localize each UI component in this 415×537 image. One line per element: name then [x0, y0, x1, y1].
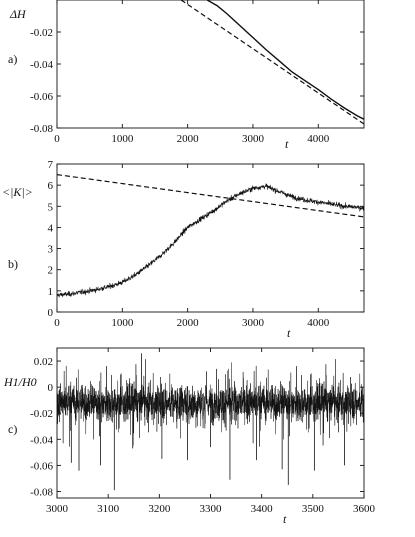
y-tick-label: 6	[48, 180, 54, 192]
y-tick-label: -0.06	[30, 460, 53, 472]
x-tick-label: 3000	[242, 133, 265, 145]
panel-b-ylabel: <|K|>	[2, 185, 33, 199]
y-tick-label: 5	[48, 201, 54, 213]
x-tick-label: 3200	[148, 503, 171, 515]
y-tick-label: 2	[48, 265, 54, 277]
panel-c: 3000 3100 3200 3300 3400 3500 3600 0.02 0 -0.02 -0…	[3, 347, 376, 526]
panel-b-lines	[57, 174, 364, 298]
panel-b-ticks: 0 1000 2000 3000 4000 0 1 2 3 4 5 6 7	[48, 159, 364, 329]
x-tick-label: 3000	[46, 503, 69, 515]
y-tick-label: -0.08	[30, 123, 53, 135]
x-tick-label: 2000	[177, 133, 200, 145]
x-tick-label: 4000	[307, 133, 330, 145]
panel-c-ticks: 3000 3100 3200 3300 3400 3500 3600 0.02 0 -0.02 -0…	[30, 348, 376, 515]
panel-c-ylabel: H1/H0	[3, 375, 37, 389]
noisy-series	[57, 183, 364, 298]
x-tick-label: 3000	[242, 317, 265, 329]
solid-line	[206, 0, 364, 120]
panel-a-label: a)	[8, 52, 17, 66]
x-tick-label: 3500	[302, 503, 325, 515]
dashed-line	[180, 0, 364, 125]
x-tick-label: 1000	[111, 317, 134, 329]
panel-a: 0 1000 2000 3000 4000 -0.02 -0.04 -0.06 -0.08 ΔH…	[8, 0, 365, 151]
x-tick-label: 1000	[111, 133, 134, 145]
x-tick-label: 4000	[307, 317, 330, 329]
panel-b-label: b)	[8, 257, 18, 271]
y-tick-label: 4	[48, 222, 54, 234]
y-tick-label: -0.08	[30, 486, 53, 498]
x-tick-label: 3100	[97, 503, 120, 515]
y-tick-label: 0.02	[34, 356, 53, 368]
x-tick-label: 3400	[251, 503, 274, 515]
panel-c-label: c)	[8, 422, 17, 436]
panel-c-ylabel-text: H1/H0	[3, 375, 37, 389]
panel-c-xlabel: t	[283, 512, 287, 526]
y-tick-label: -0.04	[30, 59, 53, 71]
x-tick-label: 2000	[177, 317, 200, 329]
panel-a-frame	[56, 0, 365, 129]
x-tick-label: 3300	[200, 503, 223, 515]
y-tick-label: -0.02	[30, 27, 53, 39]
panel-c-lines	[57, 353, 364, 491]
panel-b-xlabel: t	[287, 326, 291, 340]
y-tick-label: -0.02	[30, 408, 53, 420]
y-tick-label: 7	[48, 159, 54, 171]
y-tick-label: 1	[48, 286, 54, 298]
x-tick-label: 3600	[353, 503, 376, 515]
panel-a-ticks: 0 1000 2000 3000 4000 -0.02 -0.04 -0.06 -0.08	[30, 0, 364, 145]
panel-a-lines	[180, 0, 364, 125]
y-tick-label: -0.06	[30, 91, 53, 103]
panel-b-frame	[56, 163, 365, 313]
y-tick-label: 3	[48, 244, 54, 256]
x-tick-label: 0	[54, 133, 60, 145]
y-tick-label: -0.04	[30, 434, 53, 446]
y-tick-label: 0	[48, 307, 54, 319]
y-tick-label: 0	[48, 382, 54, 394]
dashed-line	[57, 174, 364, 218]
panel-a-xlabel: t	[285, 137, 289, 151]
panel-b: 0 1000 2000 3000 4000 0 1 2 3 4 5 6 7 <|K|> b) t	[2, 159, 365, 340]
panel-a-ylabel: ΔH	[9, 7, 27, 21]
x-tick-label: 0	[54, 317, 60, 329]
